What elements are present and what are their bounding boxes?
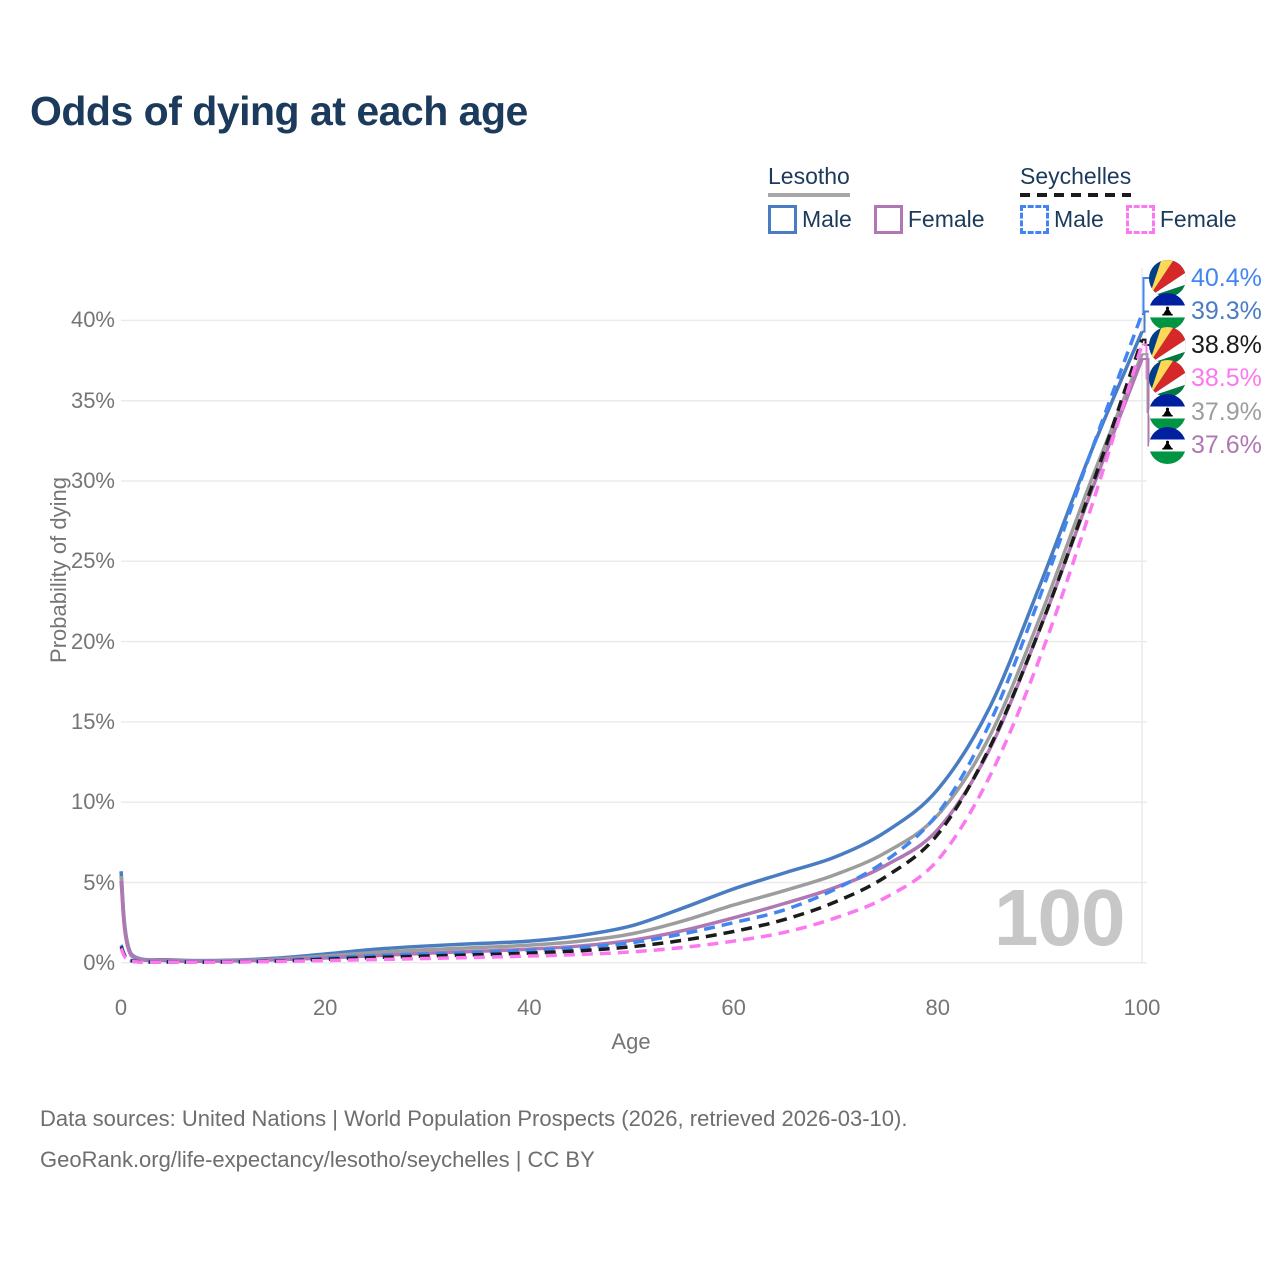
series-line-seychelles-male	[119, 313, 1144, 964]
seychelles-flag-icon	[1149, 259, 1186, 297]
leader-line-seychelles-female	[1142, 343, 1150, 380]
y-tick-label: 10%	[70, 789, 115, 815]
series-line-lesotho-male	[119, 330, 1144, 963]
legend-underline-lesotho	[768, 193, 850, 197]
series-line-seychelles-female	[119, 343, 1144, 965]
end-label-lesotho-female: 37.6%	[1149, 427, 1262, 464]
end-label-lesotho-male: 39.3%	[1149, 293, 1262, 330]
leader-line-lesotho-male	[1142, 310, 1150, 333]
lesotho-flag-icon	[1149, 393, 1186, 431]
page-title: Odds of dying at each age	[30, 88, 528, 134]
legend-swatch-seychelles-female	[1125, 205, 1155, 234]
legend-group-title-lesotho: Lesotho	[768, 163, 850, 189]
legend-item-lesotho-male[interactable]: Male	[768, 205, 852, 234]
end-label-value: 40.4%	[1191, 263, 1262, 292]
legend-swatch-lesotho-male	[768, 205, 797, 234]
x-tick-label: 80	[925, 995, 951, 1020]
legend-label-seychelles-female: Female	[1159, 206, 1237, 232]
seychelles-flag-icon	[1149, 326, 1186, 364]
legend-swatch-seychelles-male	[1020, 205, 1049, 234]
leader-line-lesotho-female	[1142, 357, 1150, 447]
series-line-seychelles-total	[119, 339, 1144, 964]
legend-item-seychelles-female[interactable]: Female	[1125, 205, 1237, 234]
seychelles-flag-icon	[1149, 360, 1186, 397]
end-label-seychelles-male: 40.4%	[1149, 259, 1262, 297]
end-label-lesotho-total: 37.9%	[1149, 393, 1262, 431]
legend-swatch-lesotho-female	[873, 205, 903, 234]
y-tick-label: 20%	[70, 628, 115, 654]
y-tick-label: 30%	[70, 468, 115, 493]
y-tick-label: 40%	[70, 307, 115, 333]
end-label-value: 38.5%	[1191, 364, 1262, 392]
legend-item-seychelles-male[interactable]: Male	[1020, 205, 1104, 234]
leader-line-seychelles-male	[1142, 277, 1150, 315]
y-axis-title: Probability of dying	[46, 477, 71, 663]
x-tick-label: 0	[114, 995, 128, 1020]
series-line-lesotho-female	[119, 358, 1144, 964]
lesotho-flag-icon	[1149, 293, 1186, 330]
footer-attribution: GeoRank.org/life-expectancy/lesotho/seyc…	[40, 1147, 595, 1172]
lesotho-flag-icon	[1149, 427, 1186, 464]
series-line-lesotho-total	[119, 353, 1144, 963]
legend-label-lesotho-male: Male	[802, 206, 852, 232]
end-label-seychelles-total: 38.8%	[1149, 326, 1262, 364]
end-label-seychelles-female: 38.5%	[1149, 360, 1262, 397]
x-tick-label: 20	[312, 995, 338, 1020]
x-tick-label: 60	[721, 995, 746, 1020]
legend-underline-seychelles	[1020, 193, 1132, 197]
end-label-value: 39.3%	[1191, 297, 1262, 325]
leader-line-seychelles-total	[1142, 338, 1150, 346]
y-tick-label: 5%	[83, 869, 115, 895]
y-tick-label: 25%	[70, 548, 115, 574]
y-tick-label: 15%	[70, 708, 115, 734]
y-tick-label: 0%	[83, 949, 115, 975]
legend-item-lesotho-female[interactable]: Female	[873, 205, 985, 234]
y-tick-label: 35%	[70, 387, 115, 413]
end-label-value: 37.6%	[1191, 431, 1262, 459]
x-axis-title: Age	[611, 1029, 651, 1054]
footer-data-sources: Data sources: United Nations | World Pop…	[40, 1106, 908, 1131]
legend-group-seychelles: Seychelles Male Female	[1020, 163, 1237, 234]
end-label-value: 37.9%	[1191, 397, 1262, 426]
watermark-age-100: 100	[994, 873, 1125, 962]
legend-label-lesotho-female: Female	[907, 206, 985, 232]
legend-group-title-seychelles: Seychelles	[1020, 163, 1132, 189]
x-tick-label: 100	[1123, 995, 1161, 1020]
end-label-value: 38.8%	[1191, 330, 1262, 359]
legend-label-seychelles-male: Male	[1054, 206, 1104, 232]
legend-group-lesotho: Lesotho Male Female	[768, 163, 985, 234]
x-tick-label: 40	[517, 995, 542, 1020]
leader-line-lesotho-total	[1142, 353, 1150, 413]
